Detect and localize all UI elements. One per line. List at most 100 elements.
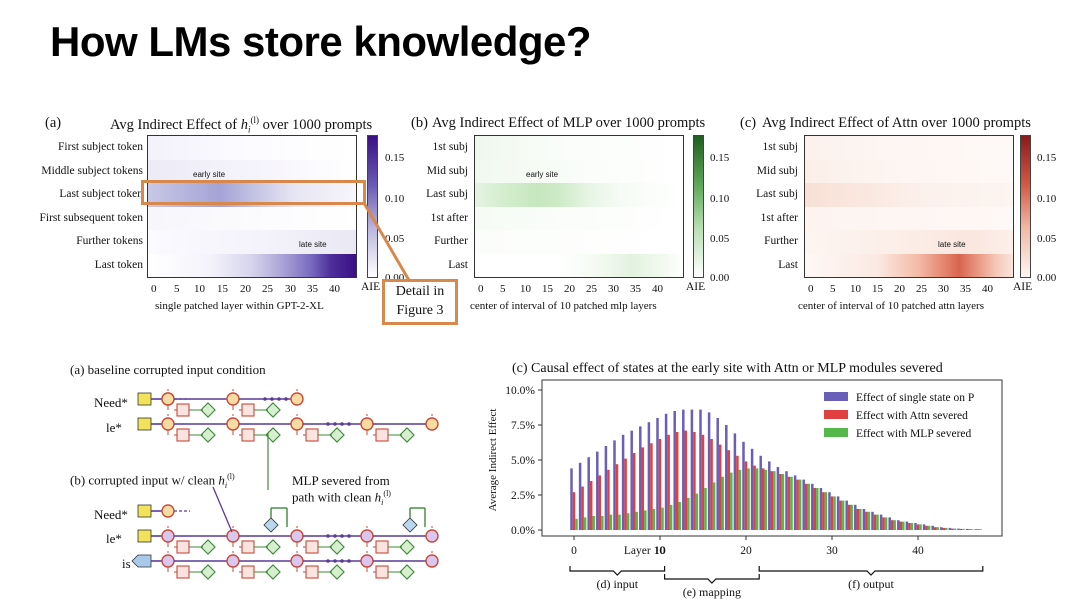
layer-10-annotation: Layer 10 <box>624 545 665 557</box>
bar <box>768 461 771 530</box>
severed-label-1: MLP severed from <box>292 473 390 488</box>
x-tick-label: 20 <box>740 545 752 557</box>
x-tick: 35 <box>960 283 971 295</box>
hidden-state-node <box>360 554 374 568</box>
bar <box>572 492 576 530</box>
bar <box>661 507 664 530</box>
x-tick: 20 <box>240 283 251 295</box>
bar <box>927 525 931 530</box>
bar <box>707 412 711 530</box>
bar <box>695 493 699 530</box>
bar <box>790 476 793 530</box>
hidden-state-node <box>161 417 175 431</box>
bar <box>940 527 943 530</box>
hidden-state-node <box>290 529 304 543</box>
bar <box>865 511 868 530</box>
ellipsis-dot <box>263 397 267 401</box>
x-tick: 15 <box>217 283 228 295</box>
bar <box>859 509 862 530</box>
bracket <box>758 566 984 576</box>
bar <box>974 529 977 530</box>
ellipsis-dot <box>333 534 337 538</box>
x-tick: 30 <box>608 283 619 295</box>
hidden-state-node <box>226 529 240 543</box>
bar <box>624 458 627 530</box>
hidden-state-node <box>290 417 304 431</box>
bar <box>876 514 879 530</box>
bar <box>601 516 604 530</box>
x-tick: 35 <box>630 283 641 295</box>
token-marker <box>137 417 152 431</box>
mlp-module <box>200 402 216 418</box>
row-label: First subject token <box>58 141 143 153</box>
heatmap-b <box>474 135 684 278</box>
row-label: Last subject token <box>59 188 143 200</box>
bar <box>639 426 642 530</box>
bar <box>604 446 608 530</box>
early-site-annotation: early site <box>193 170 226 179</box>
bar <box>581 486 584 530</box>
x-tick: 25 <box>262 283 273 295</box>
bar <box>699 409 702 530</box>
attn-module <box>375 565 389 579</box>
row-label: Further tokens <box>76 235 143 247</box>
panel-a-title: Avg Indirect Effect of hi(l) over 1000 p… <box>110 115 373 135</box>
token-label: Need* <box>94 395 128 410</box>
legend-label: Effect with MLP severed <box>856 428 972 440</box>
ellipsis-dot <box>347 534 351 538</box>
x-tick: 25 <box>586 283 597 295</box>
bar <box>910 523 914 530</box>
bar <box>922 524 926 530</box>
bar <box>942 527 946 530</box>
bar <box>673 411 676 530</box>
bar <box>656 418 659 530</box>
bar <box>816 488 819 530</box>
bar <box>630 430 633 530</box>
x-tick: 5 <box>830 283 836 295</box>
bar <box>750 448 754 530</box>
x-tick: 15 <box>872 283 883 295</box>
bar <box>845 500 848 530</box>
bar <box>779 474 782 530</box>
bar <box>804 483 808 530</box>
hidden-state-node <box>425 554 439 568</box>
mlp-module <box>399 539 415 555</box>
bar <box>828 492 831 530</box>
x-axis-label: single patched layer within GPT-2-XL <box>155 300 324 312</box>
hidden-state-node <box>425 417 439 431</box>
attn-module <box>176 565 190 579</box>
ellipsis-dot <box>277 397 281 401</box>
token-marker <box>137 529 152 543</box>
colorbar-label: AIE <box>1013 281 1033 293</box>
ellipsis-dot <box>326 422 330 426</box>
callout-detail: Detail in Figure 3 <box>382 279 458 325</box>
bar <box>764 469 767 530</box>
bar <box>644 510 647 530</box>
bar <box>687 497 690 530</box>
attn-module <box>241 565 255 579</box>
token-label: Need* <box>94 507 128 522</box>
bar <box>822 492 825 530</box>
bar <box>933 527 937 530</box>
slide-title: How LMs store knowledge? <box>50 18 592 65</box>
row-label: 1st subj <box>762 141 798 153</box>
bar <box>658 439 662 530</box>
bar <box>621 434 625 530</box>
bar <box>905 521 909 530</box>
bar <box>710 439 713 530</box>
hidden-state-node <box>226 554 240 568</box>
bar <box>589 481 593 530</box>
bar <box>813 488 817 530</box>
colorbar-tick: 0.00 <box>710 272 730 284</box>
x-tick: 10 <box>520 283 531 295</box>
diagram-graphics <box>131 389 439 580</box>
bar <box>578 462 582 530</box>
severed-mlp-marker <box>263 517 279 533</box>
row-label: 1st after <box>430 212 468 224</box>
bar <box>819 488 823 530</box>
chart-title: (c) Causal effect of states at the early… <box>512 361 943 376</box>
x-tick-label: 0 <box>571 545 577 557</box>
bar <box>770 471 774 530</box>
row-label: Last token <box>94 259 143 271</box>
